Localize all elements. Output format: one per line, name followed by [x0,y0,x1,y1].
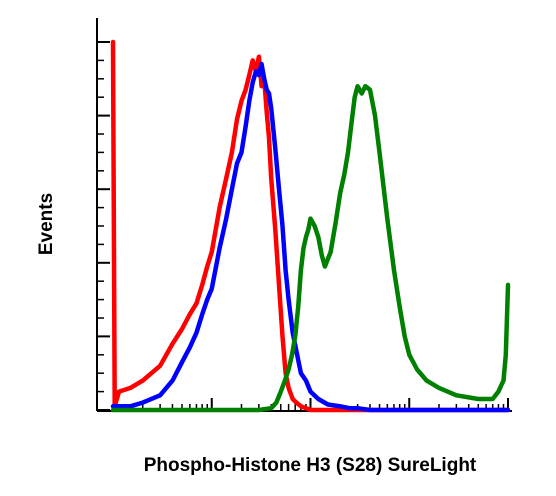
series-line-3 [110,83,511,413]
series-layer [110,39,511,413]
x-axis-ticks [141,398,509,411]
series-line-2 [110,61,511,413]
x-axis-title: Phospho-Histone H3 (S28) SureLight [144,455,477,476]
y-axis-title: Events [36,193,57,255]
y-axis-ticks [97,41,110,411]
